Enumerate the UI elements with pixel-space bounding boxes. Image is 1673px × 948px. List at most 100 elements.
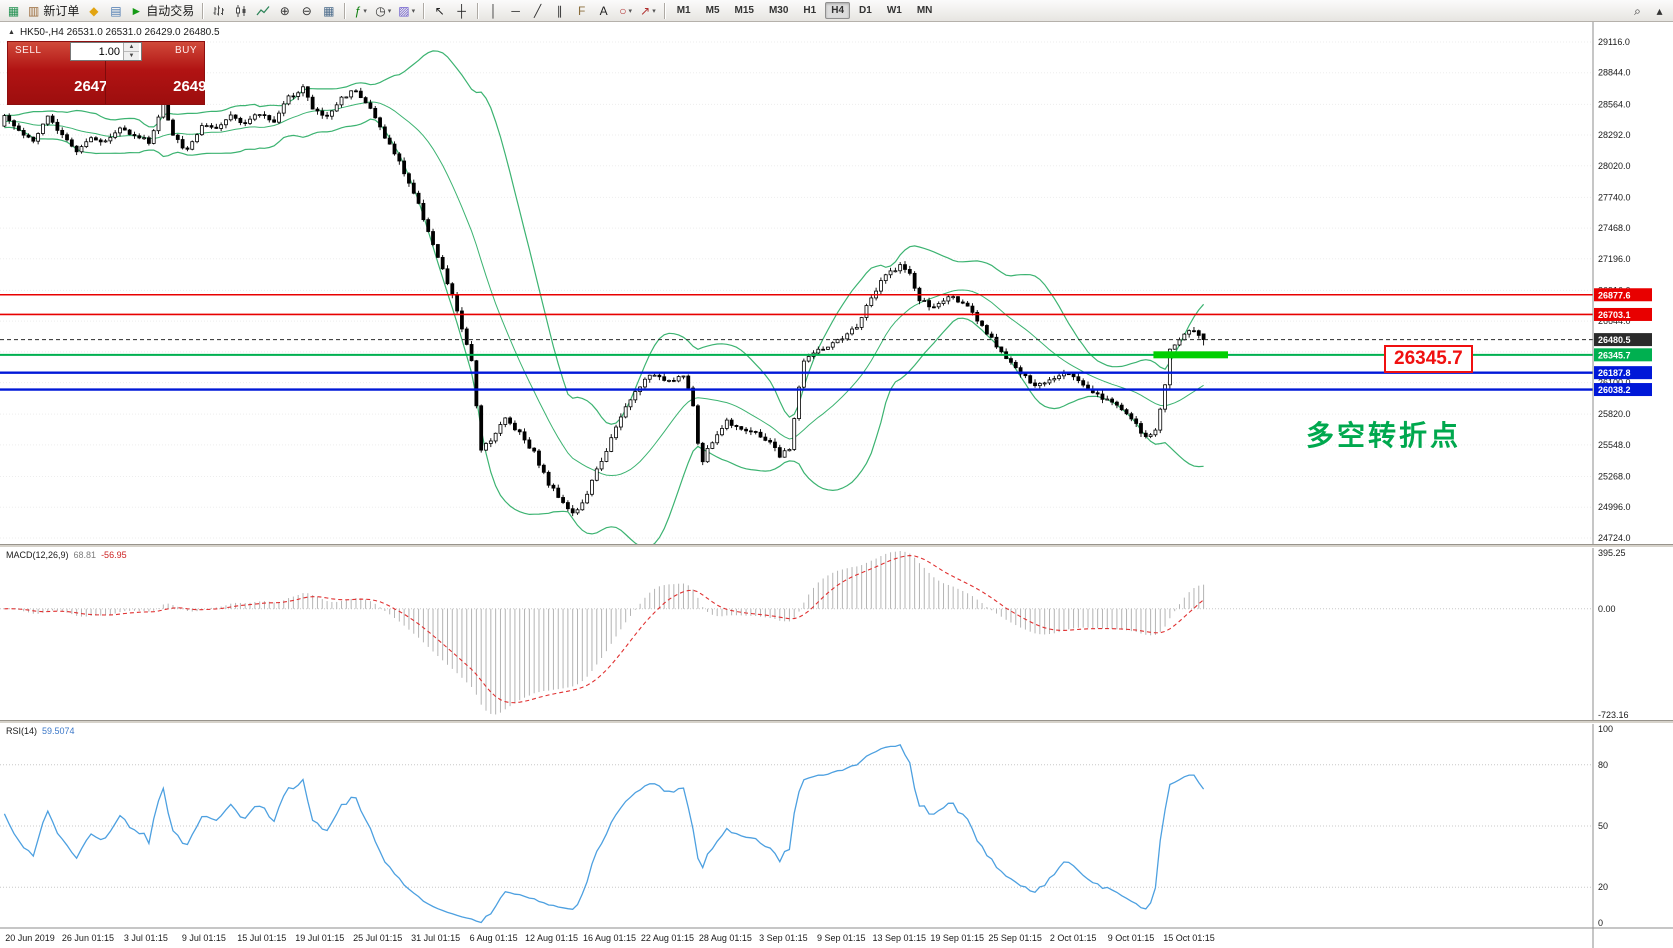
caret-down-icon: ▾: [387, 7, 392, 15]
timeframe-m5[interactable]: M5: [700, 2, 726, 19]
svg-text:3 Sep 01:15: 3 Sep 01:15: [759, 933, 808, 943]
quick-search-button[interactable]: ⌕: [1627, 1, 1648, 20]
timeframe-m30[interactable]: M30: [763, 2, 794, 19]
svg-text:24996.0: 24996.0: [1598, 502, 1631, 512]
price-axis[interactable]: [1593, 22, 1673, 928]
price-callout[interactable]: 26345.7: [1384, 345, 1473, 373]
metaeditor-button[interactable]: ◆: [83, 1, 104, 20]
tile-windows-icon: ▦: [323, 3, 335, 18]
macd-panel[interactable]: [0, 548, 1593, 720]
timeframe-d1[interactable]: D1: [853, 2, 878, 19]
svg-text:395.25: 395.25: [1598, 548, 1626, 558]
fibonacci-icon: F: [577, 3, 586, 18]
svg-text:9 Jul 01:15: 9 Jul 01:15: [182, 933, 226, 943]
caret-down-icon: ▾: [411, 7, 416, 15]
zoom-out-button[interactable]: ⊖: [296, 1, 317, 20]
svg-text:29116.0: 29116.0: [1598, 37, 1630, 47]
timeframe-mn[interactable]: MN: [911, 2, 939, 19]
svg-text:6 Aug 01:15: 6 Aug 01:15: [470, 933, 518, 943]
crosshair-icon: ┼: [457, 3, 466, 18]
line-chart-button[interactable]: [252, 1, 273, 20]
svg-text:26 Jun 01:15: 26 Jun 01:15: [62, 933, 114, 943]
indicators-button[interactable]: ƒ ▾: [350, 1, 371, 20]
svg-text:27468.0: 27468.0: [1598, 223, 1631, 233]
main-toolbar: ▦ ▥ 新订单 ◆ ▤ ► 自动交易 ⊕ ⊖ ▦ ƒ ▾ ◷ ▾ ▨ ▾ ↖ ┼ │ ─ ╱ ∥ F A ○ ▾ ↗ ▾ M1 M5 M15…: [0, 0, 1673, 22]
line-chart-icon: [256, 4, 270, 18]
ohlc-header: ▲ HK50-,H4 26531.0 26531.0 26429.0 26480…: [8, 27, 220, 38]
svg-text:26345.7: 26345.7: [1598, 350, 1631, 360]
crosshair-button[interactable]: ┼: [451, 1, 472, 20]
trade-panel-toggle-icon[interactable]: ▲: [8, 29, 15, 36]
auto-trading-button[interactable]: ► 自动交易: [127, 1, 197, 20]
toolbar-separator: [423, 2, 425, 19]
timeframe-w1[interactable]: W1: [881, 2, 908, 19]
macd-main-value: 68.81: [73, 550, 97, 560]
toolbar-separator: [344, 2, 346, 19]
svg-text:25 Jul 01:15: 25 Jul 01:15: [353, 933, 402, 943]
timeframe-m1[interactable]: M1: [671, 2, 697, 19]
svg-text:0.00: 0.00: [1598, 604, 1616, 614]
toolbar-separator: [663, 2, 665, 19]
svg-text:19 Jul 01:15: 19 Jul 01:15: [295, 933, 344, 943]
timeframe-h1[interactable]: H1: [797, 2, 822, 19]
svg-text:26877.6: 26877.6: [1598, 290, 1631, 300]
svg-text:20 Jun 2019: 20 Jun 2019: [5, 933, 55, 943]
volume-input[interactable]: [71, 43, 123, 60]
vline-button[interactable]: │: [483, 1, 504, 20]
timeframe-h4[interactable]: H4: [825, 2, 851, 19]
text-button[interactable]: A: [593, 1, 614, 20]
buy-label: BUY: [174, 45, 197, 56]
volume-down-button[interactable]: ▼: [124, 52, 139, 60]
candlestick-button[interactable]: [230, 1, 251, 20]
rsi-title: RSI(14) 59.5074: [6, 726, 75, 736]
timeframe-m15[interactable]: M15: [729, 2, 760, 19]
zoom-in-button[interactable]: ⊕: [274, 1, 295, 20]
arrows-button[interactable]: ↗ ▾: [637, 1, 659, 20]
volume-up-button[interactable]: ▲: [124, 43, 139, 52]
cursor-icon: ↖: [434, 3, 445, 18]
main-chart-area[interactable]: [0, 22, 1593, 544]
tile-windows-button[interactable]: ▦: [318, 1, 339, 20]
cursor-button[interactable]: ↖: [429, 1, 450, 20]
sell-label: SELL: [15, 45, 42, 56]
toolbar-options-button[interactable]: ▴: [1649, 1, 1670, 20]
indicators-icon: ƒ: [354, 3, 362, 18]
auto-trading-play-icon: ►: [130, 3, 143, 18]
toolbar-separator: [477, 2, 479, 19]
new-order-icon: ▥: [28, 3, 40, 18]
templates-button[interactable]: ▨ ▾: [395, 1, 418, 20]
rsi-splitter[interactable]: [0, 720, 1673, 724]
svg-text:22 Aug 01:15: 22 Aug 01:15: [641, 933, 694, 943]
svg-text:13 Sep 01:15: 13 Sep 01:15: [872, 933, 926, 943]
shapes-icon: ○: [619, 3, 627, 18]
time-axis[interactable]: [0, 928, 1673, 948]
svg-text:28 Aug 01:15: 28 Aug 01:15: [699, 933, 752, 943]
new-order-button[interactable]: ▥ 新订单: [25, 1, 82, 20]
ohlc-values: HK50-,H4 26531.0 26531.0 26429.0 26480.5: [19, 27, 220, 38]
fibonacci-button[interactable]: F: [571, 1, 592, 20]
macd-splitter[interactable]: [0, 544, 1673, 548]
svg-text:9 Oct 01:15: 9 Oct 01:15: [1108, 933, 1155, 943]
svg-text:25 Sep 01:15: 25 Sep 01:15: [988, 933, 1042, 943]
volume-spinner: ▲ ▼: [123, 43, 139, 60]
terminal-icon: ▤: [110, 3, 122, 18]
periods-button[interactable]: ◷ ▾: [372, 1, 394, 20]
bar-chart-button[interactable]: [208, 1, 229, 20]
svg-text:20: 20: [1598, 882, 1608, 892]
annotation-text[interactable]: 多空转折点: [1306, 420, 1462, 451]
svg-text:27196.0: 27196.0: [1598, 254, 1631, 264]
bar-chart-icon: [212, 4, 226, 18]
rsi-panel[interactable]: [0, 724, 1593, 928]
terminal-button[interactable]: ▤: [105, 1, 126, 20]
trendline-button[interactable]: ╱: [527, 1, 548, 20]
chevron-up-icon: ▴: [1656, 3, 1663, 18]
one-click-trading-panel: SELL 26479.0 BUY 26492.0 ▲ ▼: [8, 42, 235, 104]
app-icon: ▦: [3, 1, 24, 20]
template-icon: ▨: [398, 3, 410, 18]
channel-button[interactable]: ∥: [549, 1, 570, 20]
hline-button[interactable]: ─: [505, 1, 526, 20]
buy-button[interactable]: BUY 26492.0: [106, 42, 235, 104]
shapes-button[interactable]: ○ ▾: [615, 1, 636, 20]
